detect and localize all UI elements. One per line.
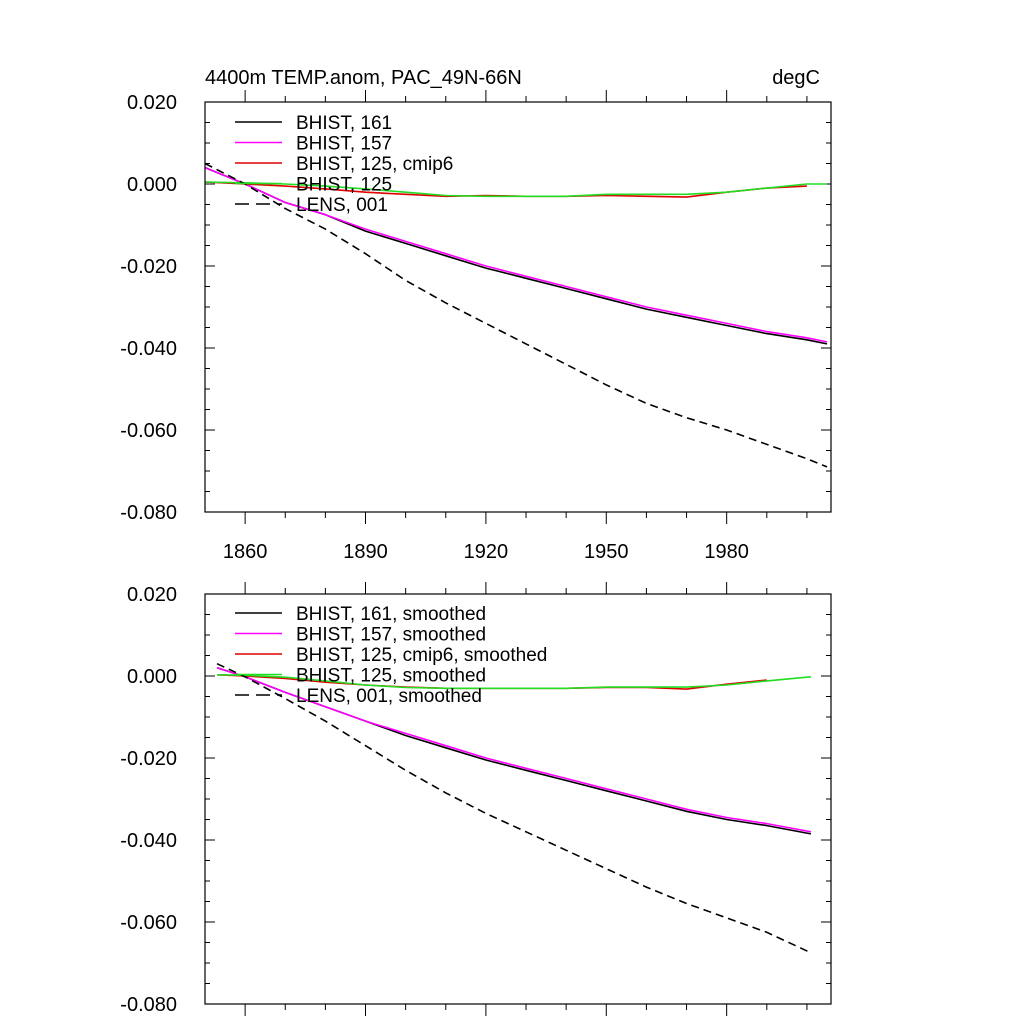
chart-units: degC	[772, 67, 820, 89]
y-tick-label: -0.080	[120, 502, 177, 524]
series-line	[216, 674, 811, 690]
series-line	[204, 181, 827, 198]
y-tick-label: -0.040	[120, 830, 177, 852]
plot-frame	[204, 101, 832, 513]
legend-label: BHIST, 125, cmip6	[296, 154, 453, 175]
legend-label: BHIST, 125, cmip6, smoothed	[296, 645, 547, 666]
x-tick-label: 1980	[704, 541, 749, 563]
series-line	[204, 166, 828, 343]
legend-label: LENS, 001, smoothed	[296, 686, 482, 707]
y-tick-label: 0.000	[127, 174, 177, 196]
y-tick-label: 0.000	[127, 666, 177, 688]
y-tick-label: -0.040	[120, 338, 177, 360]
x-tick-label: 1950	[584, 541, 629, 563]
series-line	[216, 667, 812, 833]
y-tick-label: 0.020	[127, 584, 177, 606]
chart-panel-bottom: 0.020 0.000 -0.020 -0.040 -0.060 -0.080 BHIST…	[120, 582, 832, 1016]
x-tick-label: 1890	[343, 541, 388, 563]
y-tick-label: 0.020	[127, 92, 177, 114]
series-line	[216, 662, 812, 954]
chart-title: 4400m TEMP.anom, PAC_49N-66N	[205, 67, 522, 89]
legend-label: BHIST, 161, smoothed	[296, 604, 486, 625]
y-tick-label: -0.020	[120, 256, 177, 278]
legend-label: BHIST, 125, smoothed	[296, 666, 486, 687]
legend-label: BHIST, 157	[296, 134, 392, 155]
chart-panel-top: 4400m TEMP.anom, PAC_49N-66N degC 0.020 0…	[120, 67, 832, 563]
series-line	[204, 162, 828, 468]
x-tick-label: 1920	[464, 541, 509, 563]
y-tick-label: -0.060	[120, 420, 177, 442]
y-tick-label: -0.020	[120, 748, 177, 770]
y-tick-label: -0.060	[120, 912, 177, 934]
legend-label: BHIST, 157, smoothed	[296, 625, 486, 646]
y-tick-label: -0.080	[120, 994, 177, 1016]
legend-label: BHIST, 161	[296, 113, 392, 134]
legend-label: LENS, 001	[296, 195, 388, 216]
x-tick-label: 1860	[223, 541, 268, 563]
legend-label: BHIST, 125	[296, 175, 392, 196]
plot-frame	[204, 593, 832, 1005]
